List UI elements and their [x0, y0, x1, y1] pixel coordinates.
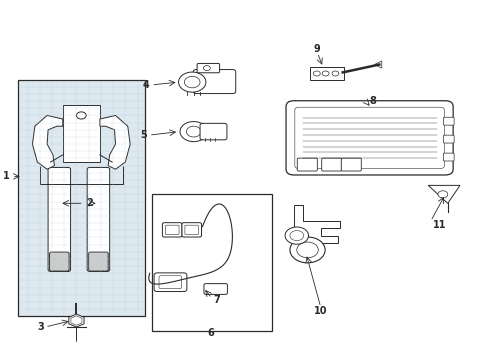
FancyBboxPatch shape [286, 101, 453, 175]
Circle shape [76, 112, 86, 119]
Text: 1: 1 [3, 171, 9, 181]
Bar [63, 105, 100, 162]
Polygon shape [69, 314, 84, 327]
FancyBboxPatch shape [193, 69, 236, 94]
FancyBboxPatch shape [182, 223, 201, 237]
Polygon shape [374, 61, 382, 68]
Circle shape [186, 126, 201, 137]
FancyBboxPatch shape [197, 63, 220, 73]
Text: 2: 2 [86, 198, 93, 208]
Circle shape [322, 71, 329, 76]
FancyBboxPatch shape [165, 225, 179, 234]
Circle shape [290, 230, 304, 240]
FancyBboxPatch shape [322, 158, 342, 171]
Bar [18, 80, 145, 316]
Text: 8: 8 [369, 96, 376, 106]
Text: 5: 5 [141, 130, 147, 140]
Text: 6: 6 [207, 328, 214, 338]
Text: 3: 3 [37, 322, 44, 332]
Text: 11: 11 [433, 220, 446, 230]
FancyBboxPatch shape [154, 273, 187, 292]
FancyBboxPatch shape [295, 107, 444, 168]
FancyBboxPatch shape [310, 67, 343, 80]
FancyBboxPatch shape [49, 252, 69, 271]
FancyBboxPatch shape [162, 223, 182, 237]
Circle shape [332, 71, 339, 76]
Circle shape [178, 72, 206, 92]
FancyBboxPatch shape [159, 276, 181, 289]
Circle shape [285, 227, 309, 244]
FancyBboxPatch shape [204, 284, 227, 294]
Polygon shape [32, 116, 63, 169]
FancyBboxPatch shape [185, 225, 198, 234]
Circle shape [290, 237, 325, 263]
Polygon shape [71, 316, 82, 325]
Polygon shape [428, 185, 460, 203]
Circle shape [184, 76, 200, 88]
Bar [152, 194, 272, 330]
FancyBboxPatch shape [89, 252, 108, 271]
FancyBboxPatch shape [443, 135, 454, 143]
Circle shape [297, 242, 318, 258]
FancyBboxPatch shape [443, 153, 454, 161]
FancyBboxPatch shape [297, 158, 318, 171]
Circle shape [203, 66, 210, 71]
Text: 7: 7 [213, 295, 220, 305]
FancyBboxPatch shape [87, 167, 110, 271]
Circle shape [314, 71, 320, 76]
FancyBboxPatch shape [200, 123, 227, 140]
Text: 10: 10 [314, 306, 327, 316]
Polygon shape [294, 205, 340, 255]
Circle shape [438, 191, 448, 198]
FancyBboxPatch shape [341, 158, 361, 171]
FancyBboxPatch shape [48, 167, 71, 271]
Polygon shape [100, 116, 130, 169]
Circle shape [180, 122, 207, 141]
FancyBboxPatch shape [443, 117, 454, 125]
Text: 4: 4 [143, 80, 150, 90]
Text: 9: 9 [314, 44, 320, 54]
